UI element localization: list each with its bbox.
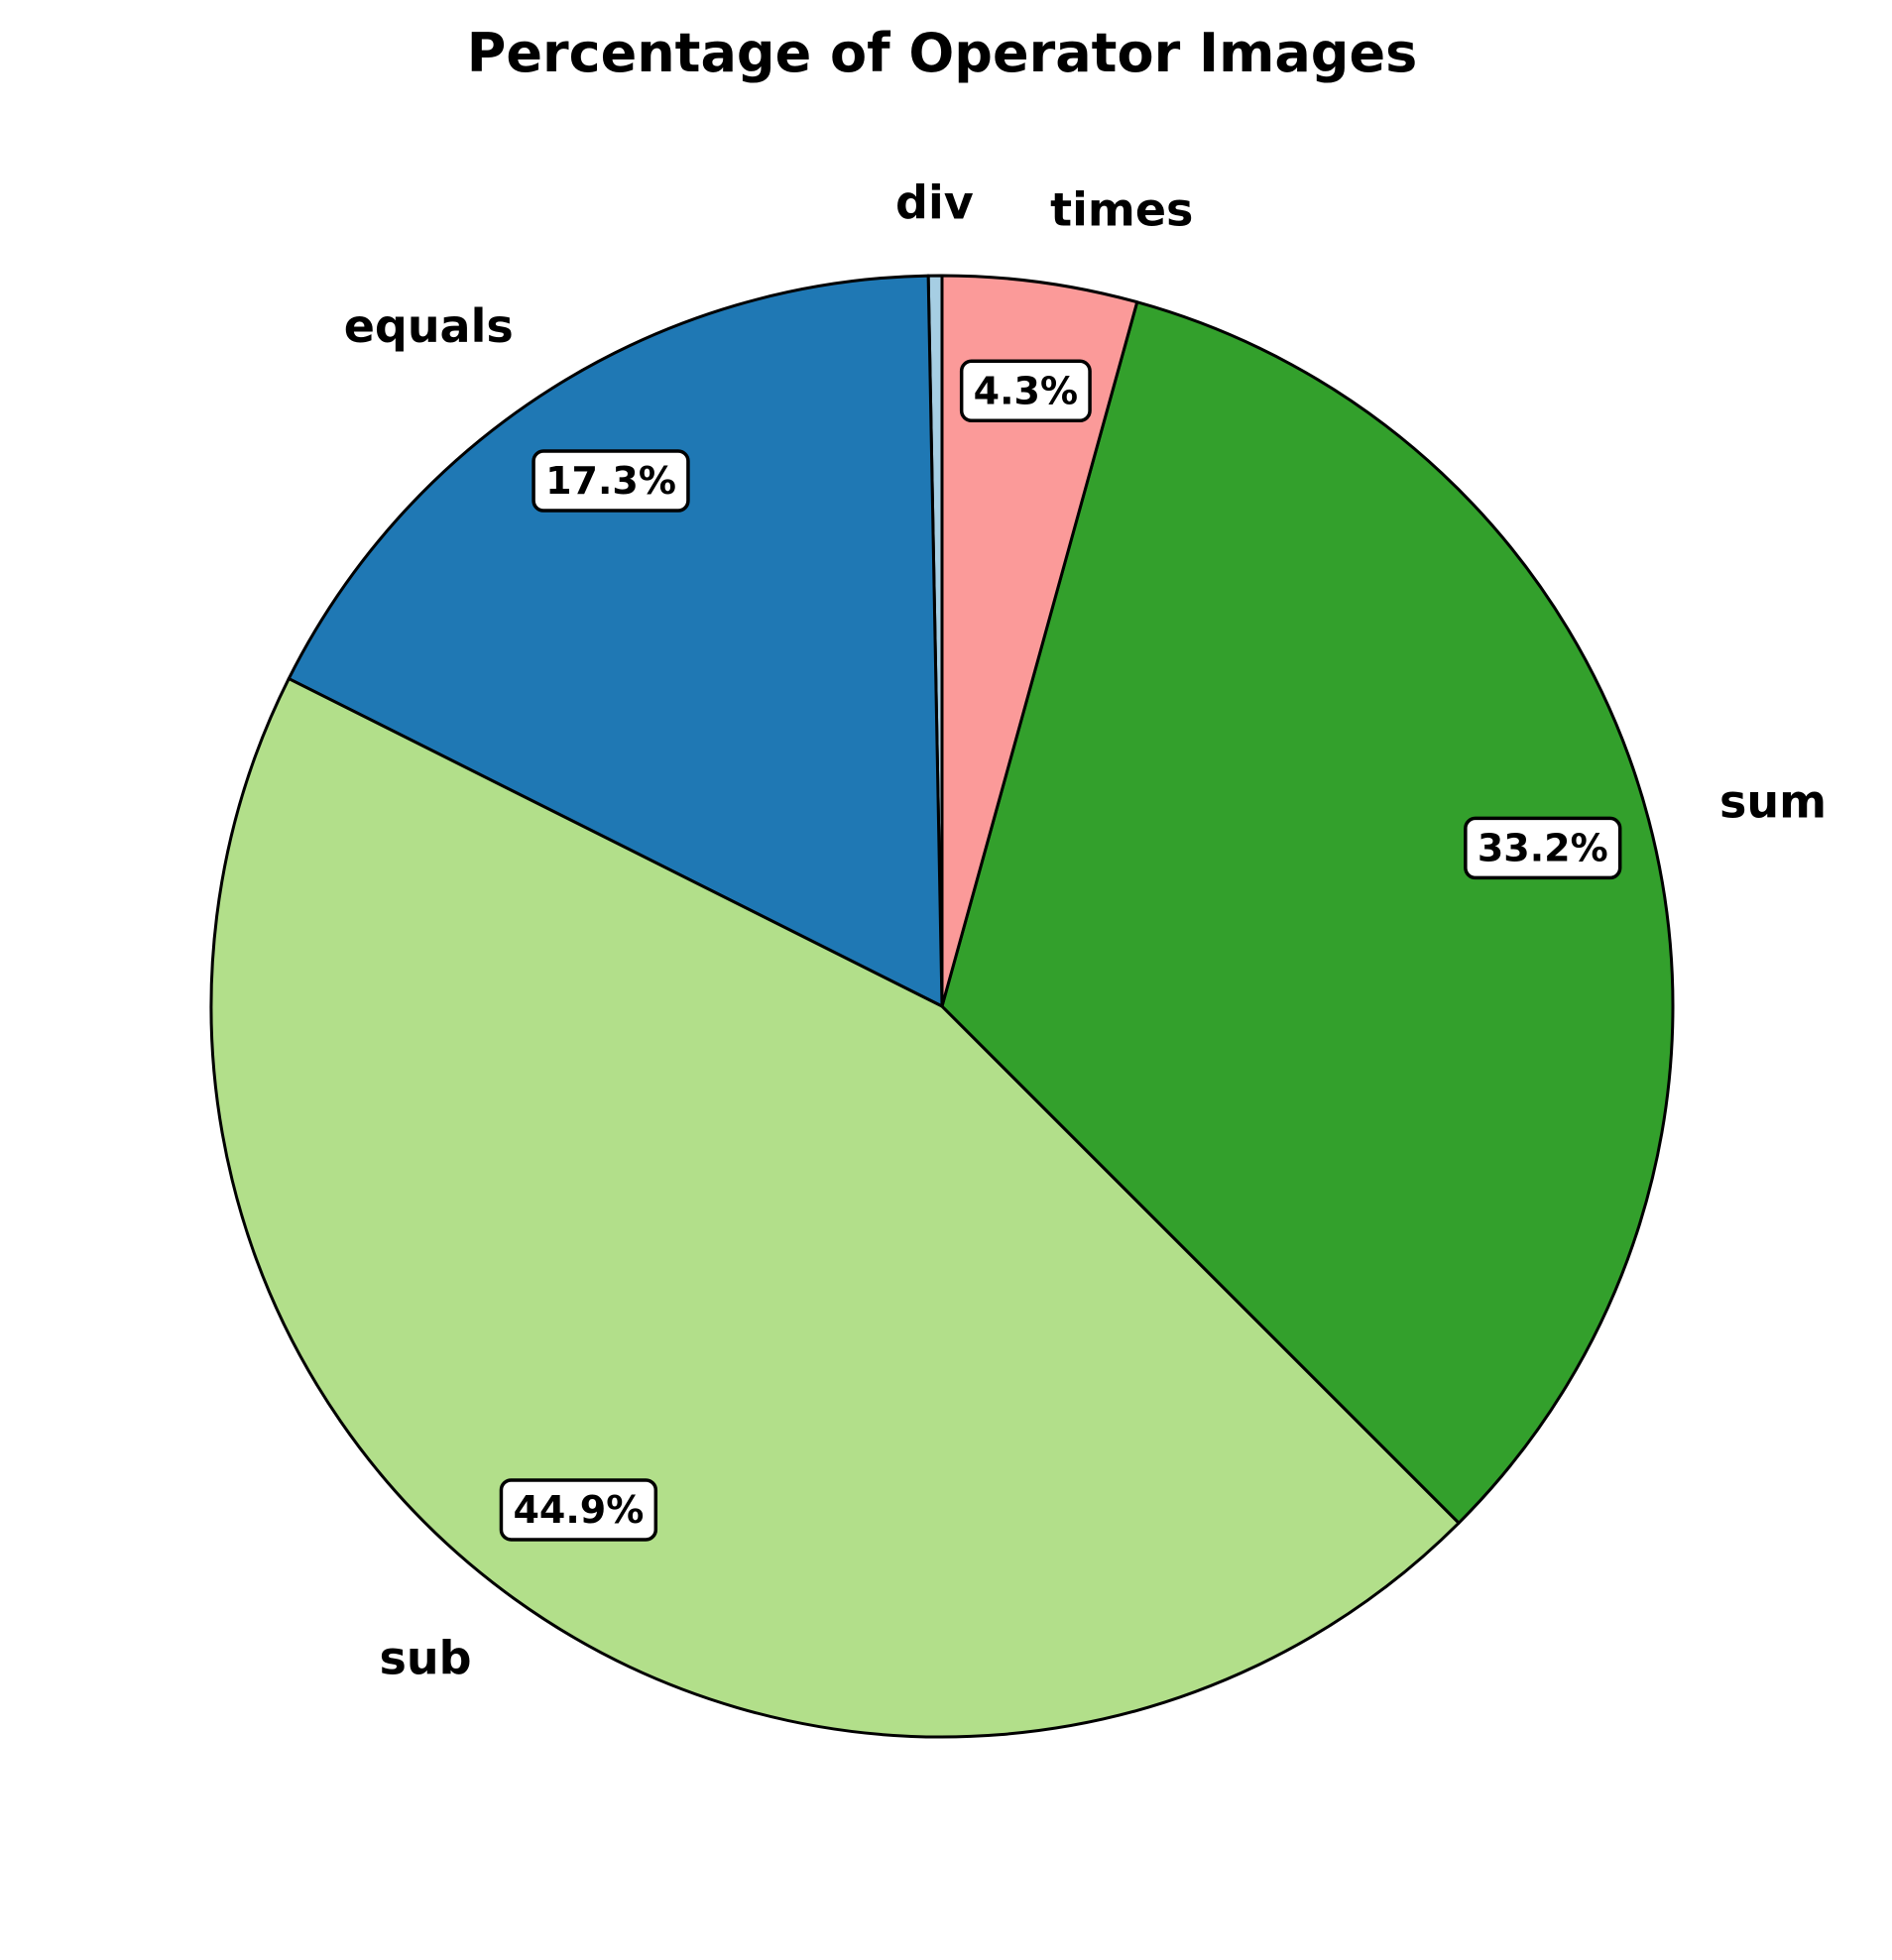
pie-slice-sum: [940, 300, 1675, 1525]
slice-label-equals: equals: [344, 299, 514, 353]
percentage-labels: 17.3% 44.9% 33.2% 4.3%: [499, 359, 1622, 1542]
slice-label-times: times: [1050, 183, 1193, 237]
svg-text:17.3%: 17.3%: [545, 459, 676, 503]
slice-label-sub: sub: [379, 1631, 471, 1684]
pie-slice-sub: [209, 677, 1461, 1739]
pie-slices: [209, 274, 1675, 1739]
slice-label-sum: sum: [1719, 774, 1827, 828]
svg-text:44.9%: 44.9%: [513, 1488, 644, 1532]
pie-slice-equals: [287, 274, 944, 1008]
slice-labels: div equals sub sum times: [344, 175, 1827, 1684]
pie-slice-times: [940, 274, 1139, 1008]
pct-label-sum: 33.2%: [1464, 816, 1622, 880]
chart-title: Percentage of Operator Images: [467, 22, 1417, 84]
pct-label-equals: 17.3%: [532, 449, 690, 513]
svg-text:4.3%: 4.3%: [974, 369, 1078, 412]
pct-label-sub: 44.9%: [499, 1478, 658, 1542]
slice-label-div: div: [895, 175, 974, 229]
svg-text:33.2%: 33.2%: [1478, 826, 1608, 869]
pct-label-times: 4.3%: [959, 359, 1092, 423]
